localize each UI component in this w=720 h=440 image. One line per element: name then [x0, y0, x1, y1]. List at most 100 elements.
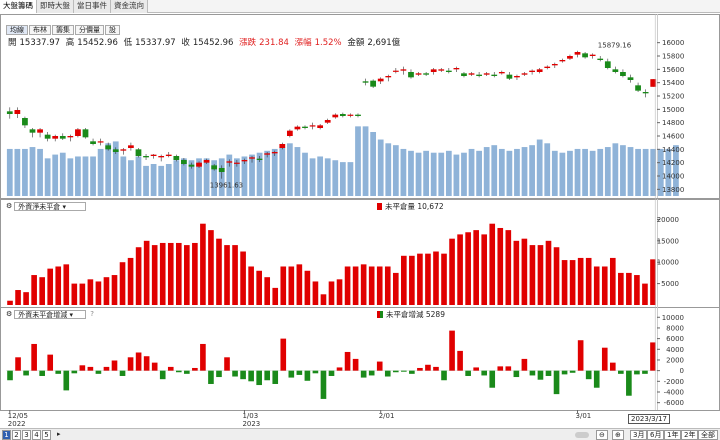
- volume-bar: [271, 148, 278, 196]
- volume-bar: [604, 147, 611, 196]
- volume-bar: [90, 156, 96, 196]
- volume-bar: [536, 139, 543, 196]
- oi-bar: [103, 277, 110, 305]
- oi-bar: [384, 266, 391, 305]
- candle-body: [620, 72, 626, 76]
- volume-bar: [514, 148, 520, 196]
- oi-bar: [31, 275, 37, 305]
- panel3-dropdown[interactable]: 外資未平倉增減 ▾: [14, 309, 87, 319]
- page-button-5[interactable]: 5: [42, 430, 51, 440]
- oi-bar: [7, 300, 13, 305]
- candle-body: [75, 129, 81, 136]
- volume-bar: [355, 126, 361, 196]
- gear-icon[interactable]: ⚙: [6, 310, 13, 318]
- oi-change-bar: [127, 357, 134, 371]
- volume-bar: [445, 150, 452, 196]
- legend-swatch-up-icon: [377, 311, 380, 318]
- volume-bar: [521, 147, 528, 196]
- subtab-settings[interactable]: 設: [105, 25, 120, 35]
- candle-body: [188, 164, 195, 167]
- help-icon[interactable]: ?: [90, 310, 94, 318]
- oi-change-bar: [537, 370, 544, 380]
- oi-bar: [344, 266, 351, 305]
- x-tick-sublabel: 2022: [8, 420, 26, 428]
- oi-bar: [360, 264, 367, 305]
- volume-bar: [52, 154, 59, 196]
- tab-fund-flow[interactable]: 資金流向: [111, 0, 148, 13]
- volume-bar: [82, 156, 89, 196]
- candle-body: [400, 69, 407, 71]
- zoom-out-icon[interactable]: ⊖: [596, 430, 608, 440]
- candle-body: [37, 129, 43, 133]
- oi-change-bar: [15, 357, 21, 371]
- oi-bar: [561, 260, 568, 305]
- oi-bar: [417, 253, 423, 305]
- range-2y-button[interactable]: 2年: [681, 430, 699, 440]
- volume-bar: [423, 150, 429, 196]
- subtab-bollinger[interactable]: 布林: [29, 25, 51, 35]
- candle-body: [135, 149, 142, 156]
- tab-market-chips[interactable]: 大盤籌碼: [0, 0, 37, 13]
- y-tick-label: -4000: [664, 388, 684, 396]
- oi-bar: [192, 242, 198, 305]
- volume-bar: [362, 126, 369, 196]
- panel2-legend-text: 未平倉量 10,672: [385, 202, 444, 211]
- volume-bar: [415, 152, 422, 196]
- scroll-slider[interactable]: [575, 432, 589, 438]
- oi-bar: [216, 238, 222, 305]
- candle-body: [143, 156, 149, 158]
- candle-body: [294, 126, 301, 130]
- panel2-header: ⚙ 外資淨未平倉 ▾: [6, 201, 87, 211]
- range-3m-button[interactable]: 3月: [630, 430, 648, 440]
- candle-body: [468, 73, 475, 75]
- page-button-4[interactable]: 4: [32, 430, 41, 440]
- oi-bar: [376, 266, 383, 305]
- oi-change-bar: [216, 370, 222, 378]
- volume-bar: [559, 152, 566, 196]
- tab-daily-events[interactable]: 當日事件: [74, 0, 111, 13]
- oi-change-bar: [553, 370, 560, 395]
- y-tick-label: 15600: [662, 66, 684, 74]
- volume-bar: [642, 148, 649, 196]
- oi-bar: [264, 277, 271, 305]
- subtab-chips[interactable]: 籌集: [52, 25, 74, 35]
- volume-bar: [612, 143, 619, 196]
- oi-change-bar: [634, 370, 640, 375]
- candle-body: [59, 136, 66, 139]
- candle-body: [642, 92, 649, 94]
- candle-body: [370, 80, 377, 87]
- page-button-1[interactable]: 1: [2, 430, 11, 440]
- candle-body: [173, 156, 180, 160]
- volume-bar: [302, 152, 308, 196]
- range-all-button[interactable]: 全部: [698, 430, 718, 440]
- zoom-in-icon[interactable]: ⊕: [612, 430, 624, 440]
- panel2-dropdown[interactable]: 外資淨未平倉 ▾: [14, 201, 87, 211]
- oi-bar: [409, 255, 415, 305]
- oi-change-bar: [417, 367, 423, 371]
- volume-bar: [241, 156, 248, 196]
- range-6m-button[interactable]: 6月: [647, 430, 665, 440]
- subtab-volume-profile[interactable]: 分價量: [75, 25, 104, 35]
- tab-realtime-market[interactable]: 即時大盤: [37, 0, 74, 13]
- volume-bar: [567, 150, 573, 196]
- page-button-2[interactable]: 2: [12, 430, 21, 440]
- subtab-ma[interactable]: 均線: [6, 25, 28, 35]
- range-1y-button[interactable]: 1年: [664, 430, 682, 440]
- oi-change-bar: [63, 370, 70, 391]
- pct-label: 漲幅: [294, 38, 312, 48]
- y-tick-label: 15000: [657, 237, 679, 245]
- page-button-3[interactable]: 3: [22, 430, 31, 440]
- volume-bar: [385, 143, 392, 196]
- oi-bar: [609, 257, 616, 305]
- oi-change-bar: [39, 370, 45, 376]
- page-next-icon[interactable]: ▸: [57, 430, 61, 438]
- oi-change-bar: [87, 366, 94, 371]
- candle-body: [597, 58, 604, 60]
- oi-bar: [151, 245, 158, 305]
- gear-icon[interactable]: ⚙: [6, 202, 13, 210]
- panel2-legend: 未平倉量 10,672: [377, 201, 444, 212]
- candle-body: [317, 125, 324, 128]
- y-tick-label: 2000: [666, 356, 684, 364]
- volume-bar: [332, 160, 339, 196]
- volume-bar: [44, 158, 51, 196]
